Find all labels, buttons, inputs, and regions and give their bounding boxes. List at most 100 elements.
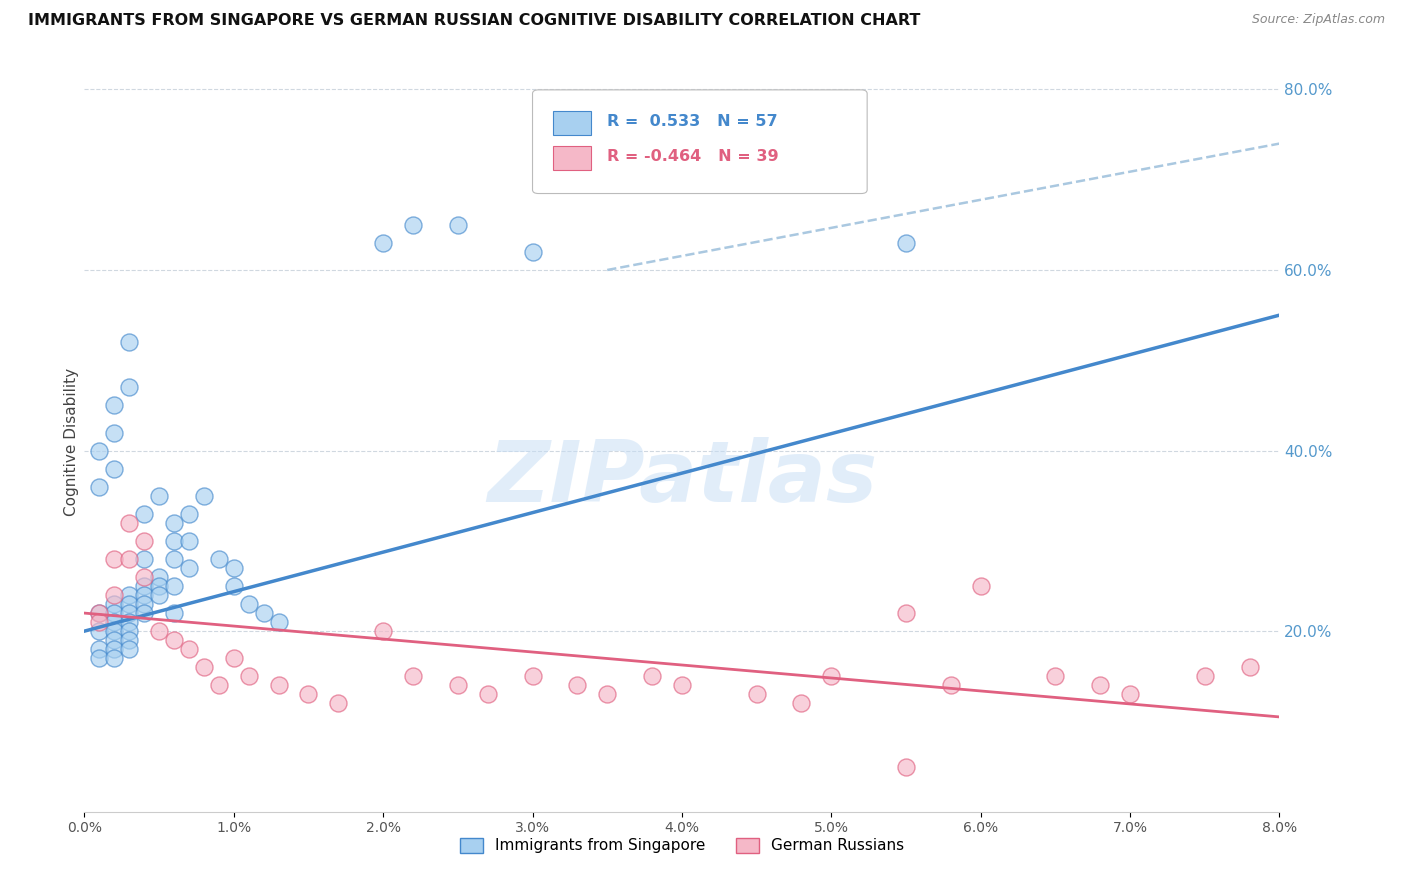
Point <box>118 606 141 620</box>
Point <box>103 552 125 566</box>
Point <box>267 678 290 692</box>
Text: ZIPatlas: ZIPatlas <box>486 437 877 520</box>
Point <box>402 218 425 232</box>
Text: R = -0.464   N = 39: R = -0.464 N = 39 <box>606 149 779 164</box>
Point <box>103 399 125 413</box>
Point <box>1239 660 1261 674</box>
Point <box>894 759 917 773</box>
Point <box>177 642 200 657</box>
Point <box>177 507 200 521</box>
Point <box>132 533 156 548</box>
Point <box>373 235 395 250</box>
Point <box>939 678 962 692</box>
Point <box>790 697 813 711</box>
Point <box>373 624 395 639</box>
Point <box>148 579 170 593</box>
Point <box>89 642 111 657</box>
Legend: Immigrants from Singapore, German Russians: Immigrants from Singapore, German Russia… <box>454 831 910 860</box>
FancyBboxPatch shape <box>553 146 591 169</box>
Point <box>208 552 231 566</box>
Point <box>103 461 125 475</box>
Point <box>89 606 111 620</box>
Point <box>970 579 993 593</box>
Point <box>132 588 156 602</box>
FancyBboxPatch shape <box>533 90 868 194</box>
Point <box>253 606 276 620</box>
Point <box>148 624 170 639</box>
Point <box>148 570 170 584</box>
Point <box>118 380 141 394</box>
Point <box>103 642 125 657</box>
Text: Source: ZipAtlas.com: Source: ZipAtlas.com <box>1251 13 1385 27</box>
Point <box>118 597 141 611</box>
Point <box>118 335 141 350</box>
Point <box>103 651 125 665</box>
Point <box>103 425 125 440</box>
Point <box>641 669 664 683</box>
Point <box>671 172 693 186</box>
Point <box>132 570 156 584</box>
Point <box>894 606 917 620</box>
Point <box>671 678 693 692</box>
Point <box>103 606 125 620</box>
Point <box>477 687 499 701</box>
Point <box>522 669 544 683</box>
Point <box>567 678 589 692</box>
Text: IMMIGRANTS FROM SINGAPORE VS GERMAN RUSSIAN COGNITIVE DISABILITY CORRELATION CHA: IMMIGRANTS FROM SINGAPORE VS GERMAN RUSS… <box>28 13 921 29</box>
Point <box>297 687 319 701</box>
Point <box>1194 669 1216 683</box>
Point <box>328 697 350 711</box>
Point <box>118 633 141 648</box>
Point <box>89 624 111 639</box>
Point <box>132 597 156 611</box>
Point <box>222 579 245 593</box>
Point <box>148 489 170 503</box>
Point <box>163 533 186 548</box>
Point <box>118 552 141 566</box>
Point <box>89 443 111 458</box>
Point <box>118 615 141 629</box>
Point <box>745 687 768 701</box>
Point <box>103 633 125 648</box>
Point <box>89 651 111 665</box>
Point <box>267 615 290 629</box>
Point <box>222 561 245 575</box>
Point <box>103 624 125 639</box>
Point <box>132 579 156 593</box>
Point <box>238 669 260 683</box>
Point <box>163 606 186 620</box>
Point <box>177 533 200 548</box>
Point <box>596 687 619 701</box>
Point <box>447 678 470 692</box>
Point <box>118 516 141 530</box>
Point <box>118 624 141 639</box>
Point <box>820 154 842 169</box>
Point <box>132 507 156 521</box>
Point <box>163 633 186 648</box>
Point <box>522 244 544 259</box>
Point <box>89 606 111 620</box>
Point <box>118 642 141 657</box>
Point <box>103 588 125 602</box>
Point <box>820 669 842 683</box>
Point <box>402 669 425 683</box>
Point <box>1090 678 1112 692</box>
Point <box>1119 687 1142 701</box>
Text: R =  0.533   N = 57: R = 0.533 N = 57 <box>606 114 778 129</box>
FancyBboxPatch shape <box>553 112 591 135</box>
Point <box>238 597 260 611</box>
Point <box>193 489 215 503</box>
Point <box>208 678 231 692</box>
Point <box>132 606 156 620</box>
Y-axis label: Cognitive Disability: Cognitive Disability <box>63 368 79 516</box>
Point <box>132 552 156 566</box>
Point <box>103 615 125 629</box>
Point <box>193 660 215 674</box>
Point <box>163 552 186 566</box>
Point <box>89 615 111 629</box>
Point <box>89 480 111 494</box>
Point <box>163 516 186 530</box>
Point <box>447 218 470 232</box>
Point <box>103 597 125 611</box>
Point <box>177 561 200 575</box>
